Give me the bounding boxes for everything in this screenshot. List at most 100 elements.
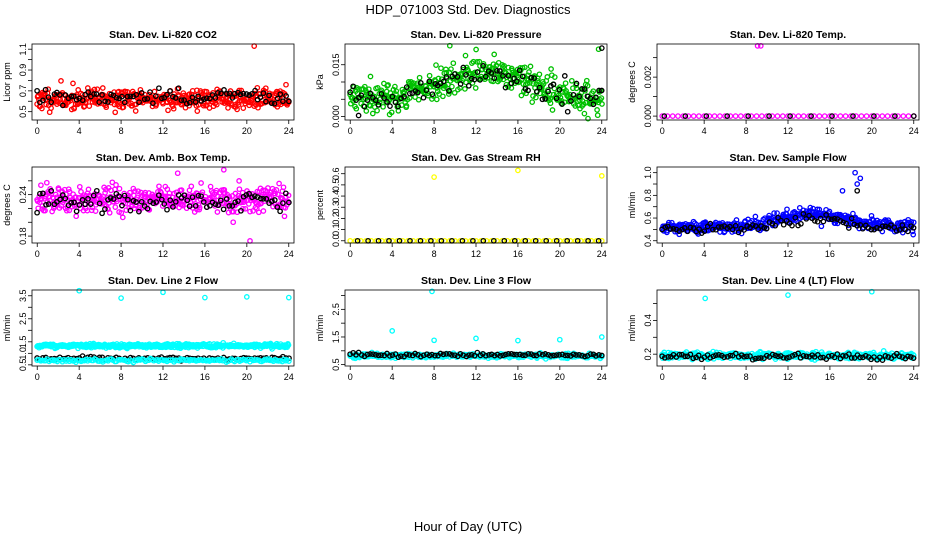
data-point	[136, 99, 142, 106]
data-point	[585, 115, 591, 122]
data-point	[260, 90, 267, 97]
data-point	[93, 187, 100, 194]
data-point	[703, 113, 710, 119]
data-point	[243, 91, 250, 97]
data-point	[468, 351, 475, 358]
data-point	[587, 95, 594, 102]
data-point	[675, 113, 681, 119]
data-point	[406, 90, 413, 97]
data-point	[221, 87, 227, 93]
data-point	[828, 216, 835, 223]
data-point	[218, 90, 224, 97]
data-point	[474, 59, 480, 65]
data-point	[710, 226, 716, 233]
data-point	[406, 352, 413, 358]
data-point	[252, 87, 258, 94]
data-point	[403, 103, 410, 109]
data-point	[378, 90, 385, 97]
x-tick-label: 12	[783, 249, 793, 259]
data-point	[156, 85, 162, 92]
data-point	[818, 223, 825, 230]
data-point	[843, 220, 849, 227]
y-tick-label: 0.015	[331, 53, 341, 76]
data-point	[417, 353, 424, 360]
data-point	[561, 73, 568, 79]
data-point	[539, 96, 546, 103]
data-point	[268, 198, 275, 205]
data-point	[508, 80, 515, 87]
data-point	[486, 352, 492, 358]
data-point	[472, 69, 478, 76]
data-point	[178, 187, 185, 193]
data-point	[774, 113, 781, 119]
data-point	[156, 183, 162, 190]
data-point	[56, 92, 63, 98]
data-point	[85, 186, 92, 193]
panel-1: Stan. Dev. Li-820 CO2 0 4 8 12 16 20 24 0.5 0.7 0.…	[2, 29, 295, 136]
data-point	[910, 355, 917, 361]
data-point	[576, 93, 583, 100]
data-point	[221, 186, 228, 193]
data-point	[223, 196, 230, 202]
data-point	[417, 80, 424, 86]
points	[659, 288, 917, 363]
x-tick-label: 24	[284, 126, 294, 136]
data-point	[124, 93, 131, 100]
data-point	[892, 113, 898, 119]
data-point	[68, 93, 75, 100]
data-point	[729, 229, 735, 235]
data-point	[281, 213, 288, 220]
y-axis-label: Licor ppm	[2, 62, 12, 102]
data-point	[792, 214, 799, 221]
data-point	[118, 295, 124, 301]
points	[347, 288, 605, 362]
data-point	[241, 197, 248, 203]
data-point	[745, 113, 752, 119]
y-axis-label: ml/min	[627, 315, 637, 342]
data-point	[116, 193, 123, 200]
data-point	[34, 209, 40, 216]
data-point	[443, 351, 450, 357]
data-point	[274, 191, 281, 198]
data-point	[372, 352, 379, 358]
data-point	[755, 226, 761, 233]
data-point	[748, 113, 755, 119]
x-tick-label: 24	[284, 372, 294, 382]
data-point	[845, 225, 852, 231]
data-point	[598, 45, 605, 51]
data-point	[550, 81, 557, 88]
data-point	[246, 92, 253, 98]
data-point	[169, 103, 176, 109]
data-point	[387, 103, 393, 109]
x-tick-label: 24	[597, 126, 607, 136]
data-point	[39, 105, 45, 112]
data-point	[429, 91, 436, 98]
data-point	[125, 196, 131, 203]
data-point	[137, 86, 144, 93]
data-point	[513, 351, 520, 358]
data-point	[73, 208, 80, 215]
data-point	[181, 192, 188, 199]
data-point	[398, 353, 404, 360]
data-point	[107, 195, 114, 201]
data-point	[889, 113, 896, 119]
data-point	[367, 73, 374, 80]
data-point	[188, 183, 195, 190]
data-point	[868, 288, 875, 295]
y-tick-label: 0.0	[331, 235, 341, 248]
y-tick-label: 0.4	[643, 234, 653, 247]
data-point	[370, 351, 376, 358]
data-point	[266, 92, 272, 99]
data-point	[76, 183, 83, 190]
data-point	[86, 103, 93, 109]
data-point	[743, 113, 749, 119]
x-tick-label: 20	[867, 249, 877, 259]
panel-title: Stan. Dev. Sample Flow	[729, 152, 847, 164]
y-axis-label: percent	[315, 189, 325, 220]
data-point	[446, 42, 453, 49]
data-point	[462, 86, 468, 92]
y-tick-label: 0.18	[18, 227, 28, 245]
data-point	[66, 207, 73, 214]
x-tick-label: 12	[471, 249, 481, 259]
data-point	[431, 174, 437, 180]
